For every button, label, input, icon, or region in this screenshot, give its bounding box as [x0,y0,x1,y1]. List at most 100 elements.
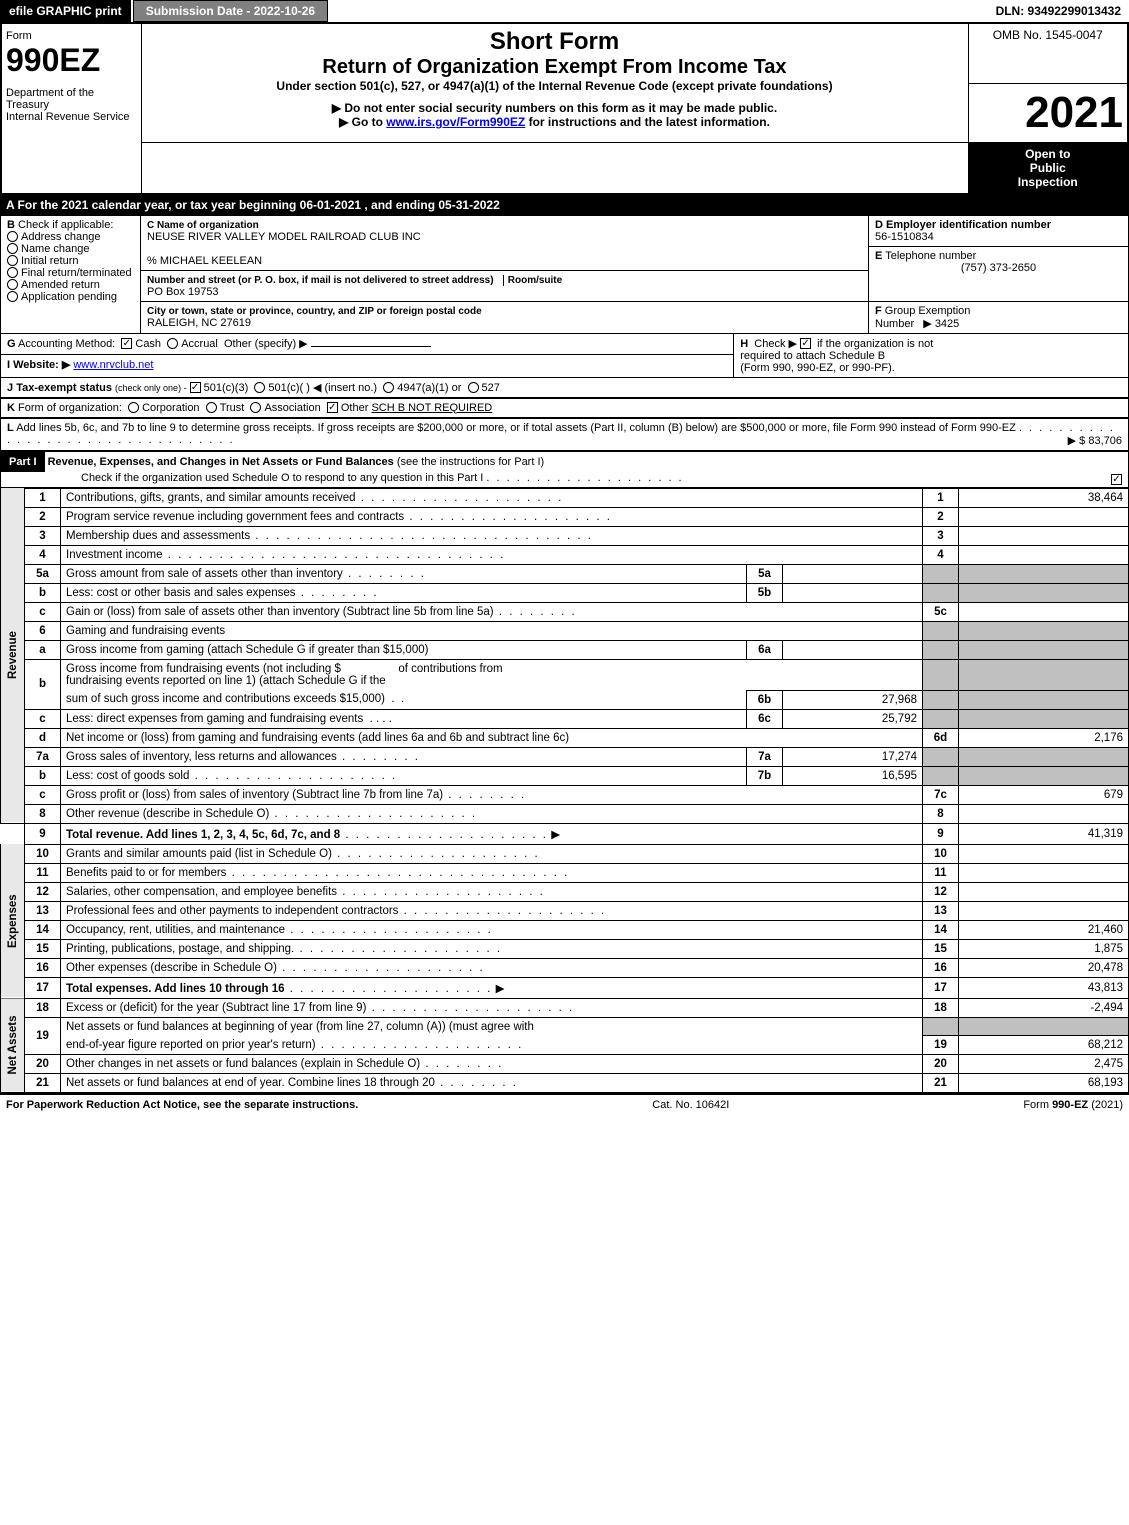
trust-checkbox[interactable] [206,402,217,413]
line-6a-mval [783,640,923,659]
website-link[interactable]: www.nrvclub.net [73,359,153,371]
line-2-val [959,507,1129,526]
efile-print-button[interactable]: efile GRAPHIC print [0,0,131,22]
amended-return-checkbox[interactable] [7,279,18,290]
line-21-rnum: 21 [923,1074,959,1093]
line-7b-val-shaded [959,766,1129,785]
line-12-desc: Salaries, other compensation, and employ… [66,886,337,898]
line-19-val-shaded [959,1017,1129,1036]
line-20-num: 20 [25,1055,61,1074]
line-5b-rnum-shaded [923,583,959,602]
line-6a-mnum: 6a [747,640,783,659]
subtitle-section: Under section 501(c), 527, or 4947(a)(1)… [146,79,964,93]
line-6b-desc1: Gross income from fundraising events (no… [66,663,341,675]
527-checkbox[interactable] [468,382,479,393]
line-11-num: 11 [25,863,61,882]
line-20-val: 2,475 [959,1055,1129,1074]
line-3-num: 3 [25,526,61,545]
name-change-label: Name change [21,243,90,255]
l-text: Add lines 5b, 6c, and 7b to line 9 to de… [16,422,1016,434]
initial-return-label: Initial return [21,255,78,267]
line-6-rnum-shaded [923,621,959,640]
section-i-label: I [7,359,10,371]
line-6-num: 6 [25,621,61,640]
line-7c-val: 679 [959,785,1129,804]
line-1-desc: Contributions, gifts, grants, and simila… [66,492,356,504]
app-pending-checkbox[interactable] [7,291,18,302]
line-13-val [959,901,1129,920]
tax-year: 2021 [968,83,1128,142]
assoc-label: Association [264,402,320,414]
initial-return-checkbox[interactable] [7,255,18,266]
irs-link[interactable]: www.irs.gov/Form990EZ [386,115,525,129]
corp-label: Corporation [142,402,199,414]
top-bar-left: efile GRAPHIC print Submission Date - 20… [0,0,328,22]
line-14-rnum: 14 [923,920,959,939]
line-5b-desc: Less: cost or other basis and sales expe… [66,587,296,599]
room-label: Room/suite [503,275,562,286]
h-checkbox[interactable] [800,338,811,349]
line-6b-val-shaded [959,659,1129,690]
h-text3: required to attach Schedule B [740,350,885,362]
line-21-val: 68,193 [959,1074,1129,1093]
line-6-desc: Gaming and fundraising events [66,625,225,637]
line-16-rnum: 16 [923,958,959,977]
line-8-num: 8 [25,804,61,823]
ein-label: Employer identification number [886,219,1051,231]
corp-checkbox[interactable] [128,402,139,413]
city-value: RALEIGH, NC 27619 [147,317,251,329]
line-6a-num: a [25,640,61,659]
line-15-num: 15 [25,939,61,958]
line-20-dots [420,1058,503,1070]
address-change-checkbox[interactable] [7,231,18,242]
submission-date-button[interactable]: Submission Date - 2022-10-26 [133,0,328,22]
line-6a-rnum-shaded [923,640,959,659]
section-c-label: C [147,220,154,231]
name-change-checkbox[interactable] [7,243,18,254]
line-14-val: 21,460 [959,920,1129,939]
4947-checkbox[interactable] [383,382,394,393]
line-3-rnum: 3 [923,526,959,545]
expenses-vert-label: Expenses [1,844,25,998]
line-13-rnum: 13 [923,901,959,920]
line-2-rnum: 2 [923,507,959,526]
note-ssn: ▶ Do not enter social security numbers o… [146,101,964,115]
line-8-rnum: 8 [923,804,959,823]
dept-treasury: Department of the Treasury [6,87,94,111]
assoc-checkbox[interactable] [250,402,261,413]
line-6c-mnum: 6c [747,709,783,728]
line-18-dots [366,1002,574,1014]
section-a: A For the 2021 calendar year, or tax yea… [0,195,1129,215]
h-check-text: Check ▶ [754,338,797,350]
note-goto: ▶ Go to www.irs.gov/Form990EZ for instru… [146,115,964,129]
city-label: City or town, state or province, country… [147,306,482,317]
accrual-checkbox[interactable] [167,338,178,349]
footer-right-bold: 990-EZ [1052,1099,1088,1111]
final-return-checkbox[interactable] [7,267,18,278]
line-5a-rnum-shaded [923,564,959,583]
501c-checkbox[interactable] [254,382,265,393]
line-7a-rnum-shaded [923,747,959,766]
line-6b-desc4: sum of such gross income and contributio… [66,693,385,705]
501c3-checkbox[interactable] [190,382,201,393]
gh-table: G Accounting Method: Cash Accrual Other … [0,334,1129,398]
line-4-dots [163,549,506,561]
cash-checkbox[interactable] [121,338,132,349]
line-10-num: 10 [25,844,61,863]
part-i-title: Revenue, Expenses, and Changes in Net As… [48,456,394,468]
line-18-desc: Excess or (deficit) for the year (Subtra… [66,1002,366,1014]
omb-number: OMB No. 1545-0047 [993,28,1103,42]
care-of: % MICHAEL KEELEAN [147,255,262,267]
line-6-val-shaded [959,621,1129,640]
line-5c-desc: Gain or (loss) from sale of assets other… [66,606,494,618]
street-label: Number and street (or P. O. box, if mail… [147,275,494,286]
line-19-rnum: 19 [923,1036,959,1055]
part-i-checkbox[interactable] [1111,474,1122,485]
revenue-vert-label: Revenue [1,488,25,823]
line-9-val: 41,319 [959,823,1129,844]
other-org-checkbox[interactable] [327,402,338,413]
line-16-dots [277,962,485,974]
other-specify-input[interactable] [311,346,431,347]
org-info-table: B Check if applicable: Address change Na… [0,215,1129,334]
ein-value: 56-1510834 [875,231,934,243]
